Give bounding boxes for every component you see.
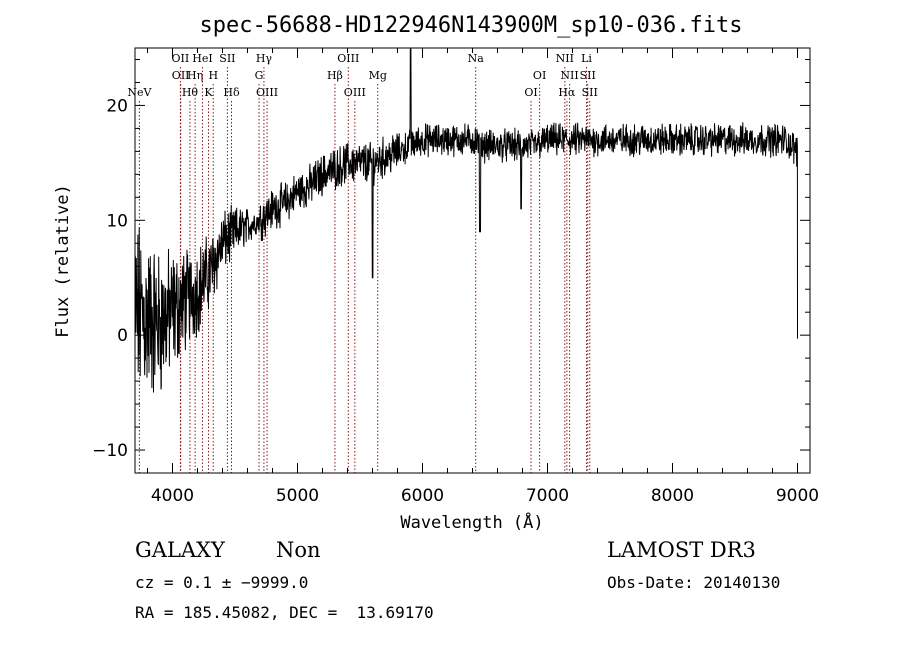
chart-title: spec-56688-HD122946N143900M_sp10-036.fit…: [199, 13, 742, 38]
line-marker-label: Hδ: [223, 86, 240, 99]
y-tick-label: 0: [117, 326, 128, 346]
line-marker-label: SII: [219, 52, 235, 65]
line-marker-label: K: [204, 86, 213, 99]
redshift-cz: cz = 0.1 ± −9999.0: [135, 573, 309, 592]
line-marker-label: OI: [533, 69, 546, 82]
line-marker-label: OII: [172, 52, 190, 65]
y-tick-label: −10: [92, 441, 128, 461]
line-marker-label: SII: [582, 86, 598, 99]
x-tick-label: 7000: [526, 486, 569, 506]
line-marker-label: Hβ: [327, 69, 343, 82]
line-marker-label: NII: [556, 52, 574, 65]
y-axis-ticks: −10 0 10 20: [92, 58, 810, 474]
line-marker-label: SII: [580, 69, 596, 82]
survey-name: LAMOST DR3: [607, 538, 756, 562]
line-marker-label: HeI: [192, 52, 212, 65]
line-marker-label: Na: [468, 52, 485, 65]
line-marker-label: OII: [172, 69, 190, 82]
line-marker-label: OIII: [337, 52, 359, 65]
x-axis-label: Wavelength (Å): [400, 511, 543, 533]
line-marker-label: Mg: [369, 69, 387, 82]
object-class: GALAXY: [135, 538, 225, 562]
object-subclass: Non: [276, 538, 321, 562]
line-marker-label: Hθ: [182, 86, 199, 99]
ra-dec-coordinates: RA = 185.45082, DEC = 13.69170: [135, 603, 434, 622]
observation-date: Obs-Date: 20140130: [607, 573, 781, 592]
y-tick-label: 10: [106, 211, 128, 231]
line-marker-label: OIII: [256, 86, 278, 99]
line-marker-label: Li: [581, 52, 592, 65]
x-tick-label: 8000: [651, 486, 694, 506]
y-axis-label: Flux (relative): [53, 184, 73, 338]
spectrum-line: [134, 47, 798, 393]
line-marker-label: OI: [524, 86, 537, 99]
x-tick-label: 6000: [401, 486, 444, 506]
emission-line-markers: NeVOIIOIIHθHηHeIKHSIIHδGHγOIIIHβOIIIOIII…: [127, 52, 598, 473]
line-marker-label: NeV: [127, 86, 152, 99]
line-marker-label: H: [208, 69, 218, 82]
x-axis-ticks: 4000 5000 6000 7000 8000 9000: [147, 48, 819, 506]
line-marker-label: Hγ: [256, 52, 273, 65]
line-marker-label: OIII: [344, 86, 366, 99]
x-tick-label: 5000: [276, 486, 319, 506]
y-tick-label: 20: [106, 96, 128, 116]
x-tick-label: 9000: [776, 486, 819, 506]
line-marker-label: Hη: [187, 69, 203, 82]
x-tick-label: 4000: [151, 486, 194, 506]
line-marker-label: NII: [560, 69, 578, 82]
line-marker-label: Hα: [558, 86, 576, 99]
line-marker-label: G: [255, 69, 264, 82]
plot-frame: [134, 47, 811, 474]
